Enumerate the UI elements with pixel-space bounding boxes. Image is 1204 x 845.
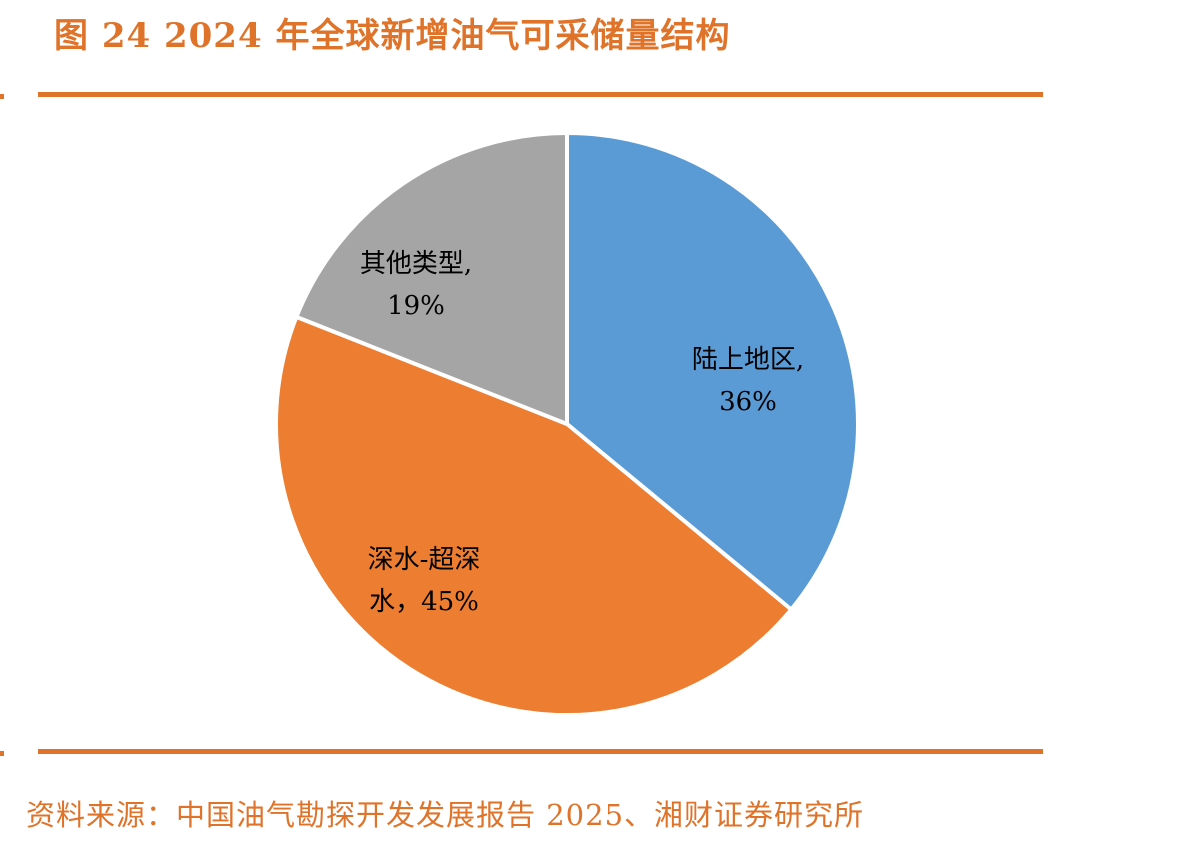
title-divider [38,92,1043,97]
slice-label-value: 19% [387,291,445,321]
source-divider [38,749,1043,754]
slice-label: 陆上地区, 36% [692,345,804,417]
slice-label-name: 其他类型, [360,249,472,279]
slice-label-value: 水，45% [369,587,479,617]
slice-label: 深水-超深水，45% [368,545,481,617]
pie-slices [274,131,860,717]
slice-label-name: 陆上地区, [692,345,804,375]
figure-title: 图 24 2024 年全球新增油气可采储量结构 [54,16,731,56]
left-tick-top [0,94,4,99]
source-note: 资料来源：中国油气勘探开发发展报告 2025、湘财证券研究所 [26,798,865,832]
pie-slice [274,314,794,717]
pie-slice [294,131,569,426]
slice-label-name: 深水-超深 [368,545,481,575]
left-tick-bottom [0,751,4,756]
pie-labels: 陆上地区, 36% 深水-超深水，45% 其他类型, 19% [360,249,804,617]
pie-slice [565,131,860,612]
slice-label-value: 36% [719,387,777,417]
slice-label: 其他类型, 19% [360,249,472,321]
